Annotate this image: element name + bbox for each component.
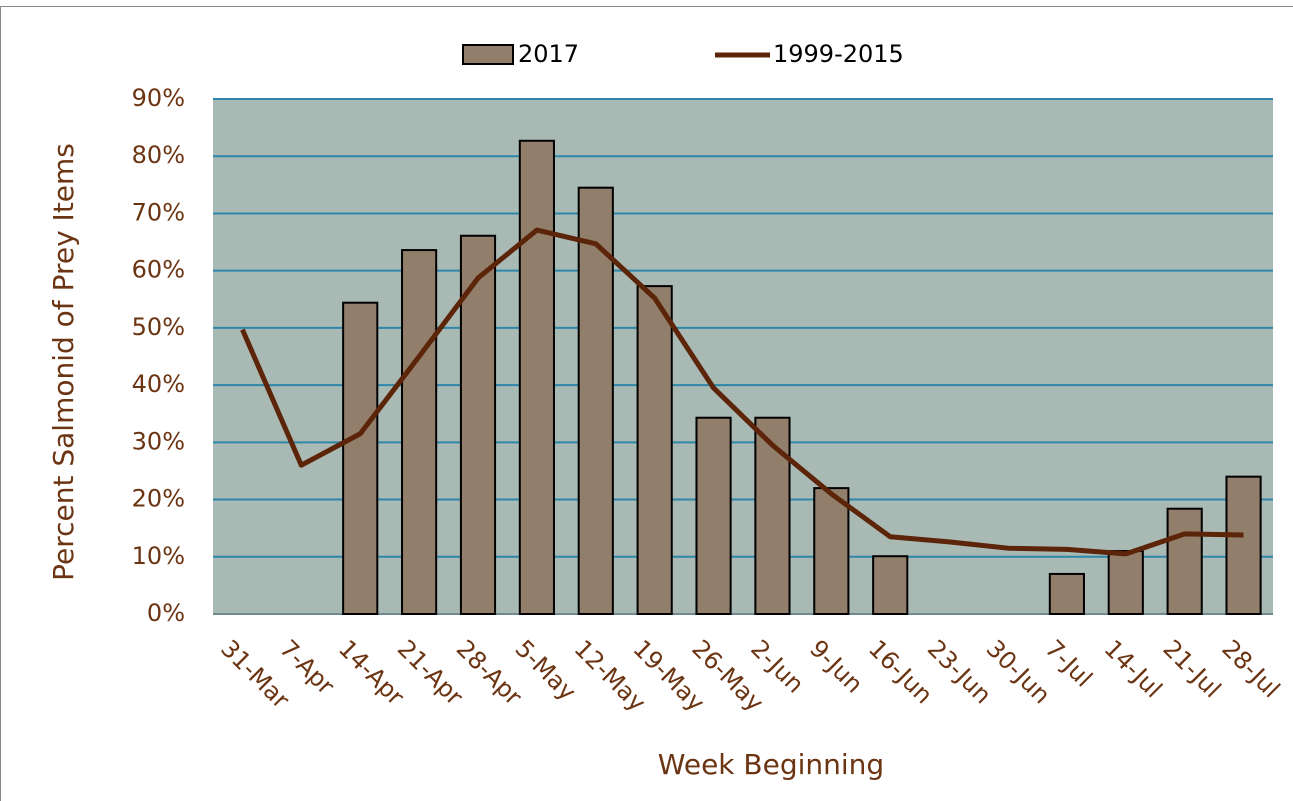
bar [813, 487, 850, 615]
y-tick-label: 90% [132, 84, 185, 112]
bar [754, 416, 791, 615]
legend-swatch [462, 44, 514, 65]
y-tick-label: 0% [147, 599, 185, 627]
x-tick-label: 21-Apr [392, 634, 469, 711]
y-tick-label: 30% [132, 427, 185, 455]
bar [1166, 507, 1203, 616]
bar [872, 555, 909, 616]
bar [1048, 572, 1085, 616]
x-tick-label: 14-Apr [333, 634, 410, 711]
y-axis-title: Percent Salmonid of Prey Items [47, 143, 80, 581]
bar [518, 139, 555, 615]
x-tick-label: 28-Apr [451, 634, 528, 711]
y-tick-label: 40% [132, 370, 185, 398]
bar [695, 416, 732, 615]
x-axis-title: Week Beginning [658, 748, 884, 781]
plot-area [213, 99, 1273, 614]
y-tick-label: 50% [132, 313, 185, 341]
y-tick-label: 80% [132, 141, 185, 169]
legend-label: 1999-2015 [773, 40, 904, 68]
x-tick-label: 23-Jun [922, 634, 997, 709]
x-tick-label: 14-Jul [1099, 634, 1168, 703]
x-tick-label: 16-Jun [863, 634, 938, 709]
y-tick-label: 60% [132, 256, 185, 284]
bar [1225, 475, 1262, 615]
y-tick-label: 20% [132, 485, 185, 513]
bar [1107, 550, 1144, 615]
bar [342, 301, 379, 615]
bar [577, 186, 614, 615]
y-tick-label: 70% [132, 198, 185, 226]
bar [636, 285, 673, 615]
x-tick-label: 30-Jun [981, 634, 1056, 709]
x-tick-label: 28-Jul [1216, 634, 1285, 703]
bar [459, 234, 497, 615]
line [240, 227, 1244, 557]
legend-label: 2017 [518, 40, 579, 68]
x-tick-label: 21-Jul [1157, 634, 1226, 703]
x-tick-label: 9-Jun [804, 634, 868, 698]
bar [401, 249, 438, 615]
frame [0, 6, 1293, 801]
y-tick-label: 10% [132, 542, 185, 570]
